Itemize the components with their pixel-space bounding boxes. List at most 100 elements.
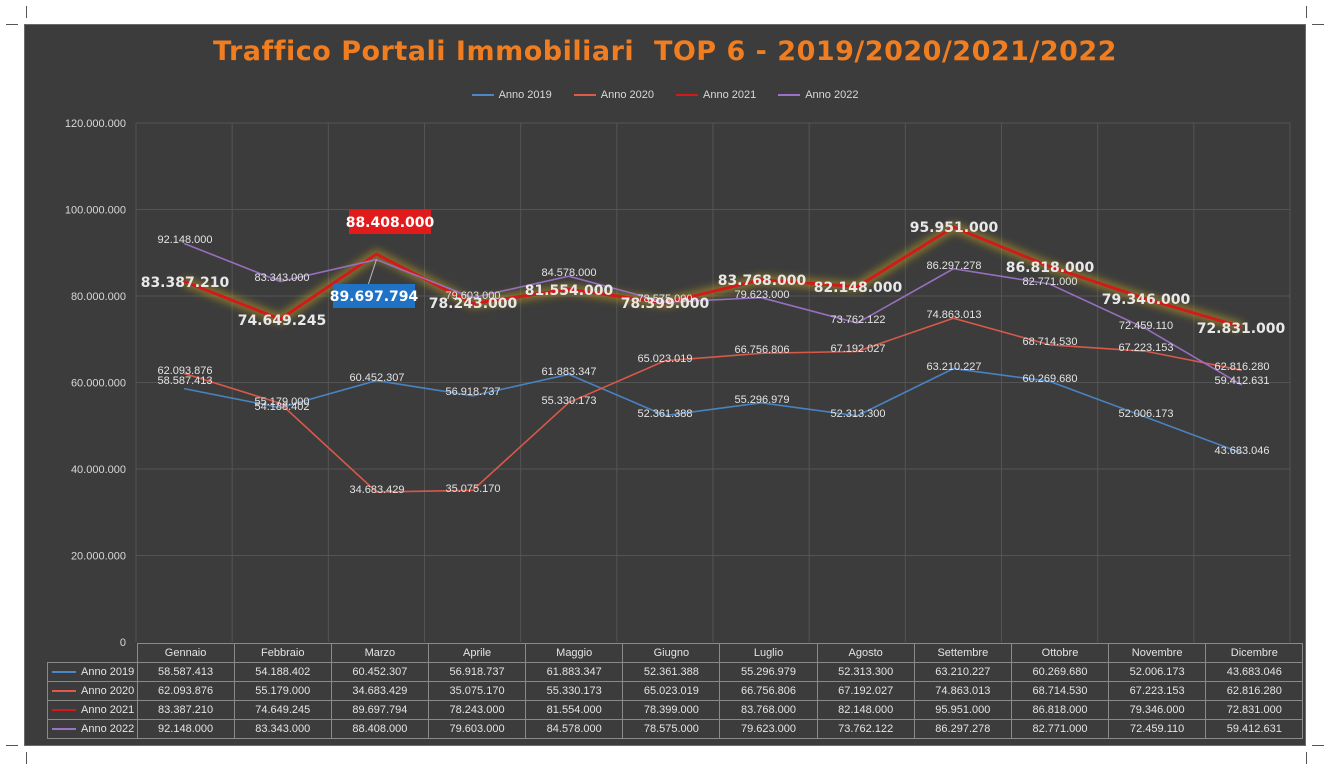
table-cell: 74.649.245 <box>233 700 332 720</box>
table-column-header: Marzo <box>330 643 429 663</box>
table-cell: 34.683.429 <box>330 681 429 701</box>
table-cell: 81.554.000 <box>525 700 624 720</box>
legend-label: Anno 2019 <box>498 89 552 101</box>
table-cell: 59.412.631 <box>1205 719 1304 739</box>
data-label-2021: 82.148.000 <box>814 280 903 296</box>
table-cell: 82.771.000 <box>1010 719 1110 739</box>
table-column-header: Novembre <box>1108 643 1207 663</box>
data-label: 67.223.153 <box>1118 342 1173 354</box>
table-row: Anno 2020 62.093.876 55.179.000 34.683.429 3… <box>47 681 1304 701</box>
table-cell: 78.399.000 <box>622 700 721 720</box>
table-column-header: Dicembre <box>1205 643 1304 663</box>
table-cell: 56.918.737 <box>427 662 527 682</box>
table-cell: 83.768.000 <box>719 700 818 720</box>
table-cell: 55.330.173 <box>525 681 624 701</box>
table-cell: 86.297.278 <box>913 719 1012 739</box>
data-label: 68.714.530 <box>1022 336 1077 348</box>
table-cell: 60.269.680 <box>1010 662 1110 682</box>
legend-item: Anno 2019 <box>471 89 552 101</box>
gridlines <box>135 122 1291 642</box>
data-label: 86.297.278 <box>926 260 981 272</box>
y-tick-label: 20.000.000 <box>71 551 126 563</box>
table-corner <box>48 644 138 663</box>
table-cell: 43.683.046 <box>1205 662 1304 682</box>
legend-item: Anno 2022 <box>778 89 858 101</box>
table-cell: 79.346.000 <box>1108 700 1207 720</box>
series-lines <box>182 221 1244 493</box>
table-cell: 55.179.000 <box>233 681 332 701</box>
y-tick-label: 40.000.000 <box>71 464 126 476</box>
data-label: 60.269.680 <box>1022 373 1077 385</box>
data-label-2021: 81.554.000 <box>525 283 614 299</box>
legend: Anno 2019 Anno 2020 Anno 2021 Anno 2022 <box>0 89 1330 101</box>
series-line-2021 <box>183 225 1243 329</box>
data-label: 55.296.979 <box>734 394 789 406</box>
table-cell: 92.148.000 <box>136 719 235 739</box>
data-label-2021: 78.399.000 <box>621 296 710 312</box>
data-label: 55.330.173 <box>541 395 596 407</box>
data-label-2021: 83.768.000 <box>718 273 807 289</box>
row-swatch <box>52 709 76 712</box>
table-cell: 72.831.000 <box>1205 700 1304 720</box>
table-cell: 52.313.300 <box>816 662 915 682</box>
chart-frame <box>24 24 1306 746</box>
table-cell: 72.459.110 <box>1108 719 1207 739</box>
data-label: 83.343.000 <box>254 272 309 284</box>
callout-label-2022: 88.408.000 <box>346 215 435 231</box>
data-label: 52.313.300 <box>830 408 885 420</box>
row-swatch <box>52 728 76 731</box>
data-label: 74.863.013 <box>926 309 981 321</box>
table-cell: 83.343.000 <box>233 719 332 739</box>
table-cell: 52.006.173 <box>1108 662 1207 682</box>
data-label-2021: 86.818.000 <box>1006 260 1095 276</box>
table-row: Anno 2019 58.587.413 54.188.402 60.452.307 5… <box>47 662 1304 682</box>
table-cell: 35.075.170 <box>427 681 527 701</box>
data-label: 62.816.280 <box>1214 361 1269 373</box>
table-cell: 63.210.227 <box>913 662 1012 682</box>
data-label: 78.575.000 <box>637 293 692 305</box>
table-column-header: Ottobre <box>1010 643 1110 663</box>
table-row-header: Anno 2021 <box>47 700 138 720</box>
table-cell: 74.863.013 <box>913 681 1012 701</box>
table-row: Anno 2022 92.148.000 83.343.000 88.408.000 7… <box>47 719 1304 739</box>
table-cell: 62.093.876 <box>136 681 235 701</box>
legend-swatch <box>676 94 698 96</box>
table-column-header: Settembre <box>913 643 1012 663</box>
data-label: 52.361.388 <box>637 408 692 420</box>
data-label: 35.075.170 <box>445 483 500 495</box>
table-row-header: Anno 2022 <box>47 719 138 739</box>
data-label: 65.023.019 <box>637 353 692 365</box>
y-tick-label: 80.000.000 <box>71 291 126 303</box>
data-label: 72.459.110 <box>1119 320 1173 332</box>
table-cell: 95.951.000 <box>913 700 1012 720</box>
table-column-header: Aprile <box>427 643 527 663</box>
data-label: 54.188.402 <box>254 401 309 413</box>
data-label: 43.683.046 <box>1214 445 1269 457</box>
y-tick-label: 120.000.000 <box>65 118 126 130</box>
table-column-header: Gennaio <box>136 643 235 663</box>
chart-title: Traffico Portali Immobiliari TOP 6 - 201… <box>213 36 1117 67</box>
callout-box-2021 <box>333 284 415 308</box>
table-cell: 65.023.019 <box>622 681 721 701</box>
series-line-anno-2019 <box>183 367 1243 454</box>
table-cell: 78.575.000 <box>622 719 721 739</box>
legend-item: Anno 2021 <box>676 89 756 101</box>
data-label: 34.683.429 <box>349 484 404 496</box>
data-label: 92.148.000 <box>157 234 212 246</box>
data-table: Gennaio Febbraio Marzo Aprile Maggio Giugno Lu… <box>47 643 1304 739</box>
data-label: 84.578.000 <box>541 267 596 279</box>
row-swatch <box>52 690 76 693</box>
y-axis: 0 20.000.000 40.000.000 60.000.000 80.000.00… <box>65 118 126 649</box>
table-cell: 79.623.000 <box>719 719 818 739</box>
table-cell: 83.387.210 <box>136 700 235 720</box>
table-cell: 66.756.806 <box>719 681 818 701</box>
table-cell: 82.148.000 <box>816 700 915 720</box>
table-cell: 79.603.000 <box>427 719 527 739</box>
data-label: 60.452.307 <box>349 372 404 384</box>
table-column-header: Maggio <box>525 643 624 663</box>
data-label: 56.918.737 <box>445 386 500 398</box>
table-cell: 78.243.000 <box>427 700 527 720</box>
row-swatch <box>52 671 76 674</box>
legend-label: Anno 2020 <box>600 89 654 101</box>
